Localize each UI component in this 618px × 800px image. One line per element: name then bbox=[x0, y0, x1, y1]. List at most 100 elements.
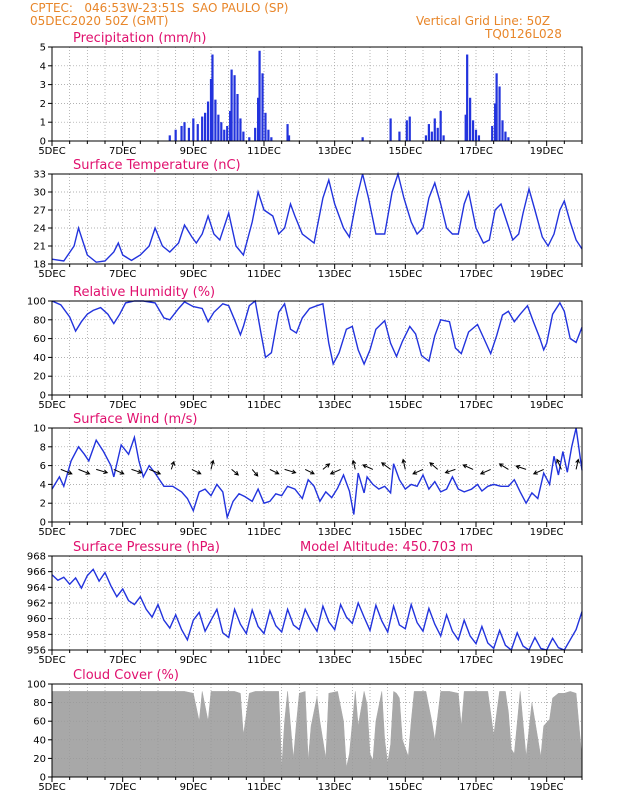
x-tick-label: 7DEC bbox=[109, 527, 136, 538]
x-tick-label: 17DEC bbox=[459, 269, 493, 280]
y-tick-label: 2 bbox=[40, 99, 46, 110]
x-tick-label: 17DEC bbox=[459, 400, 493, 411]
x-tick-label: 9DEC bbox=[180, 269, 207, 280]
x-tick-label: 15DEC bbox=[388, 146, 422, 157]
x-tick-label: 11DEC bbox=[247, 527, 281, 538]
precip-bar bbox=[507, 137, 510, 141]
y-tick-label: 966 bbox=[27, 567, 46, 578]
y-tick-label: 3 bbox=[40, 80, 46, 91]
precip-bar bbox=[267, 129, 270, 141]
wind-arrow bbox=[532, 468, 544, 475]
precip-bar bbox=[408, 116, 411, 141]
series-line bbox=[51, 427, 583, 520]
x-tick-label: 13DEC bbox=[318, 527, 352, 538]
precip-bar bbox=[226, 125, 229, 141]
x-tick-label: 19DEC bbox=[530, 782, 564, 793]
wind-arrow bbox=[329, 468, 341, 475]
x-tick-label: 19DEC bbox=[530, 146, 564, 157]
cloud-cover-area bbox=[51, 690, 583, 778]
x-tick-label: 19DEC bbox=[530, 655, 564, 666]
precip-bar bbox=[398, 131, 401, 141]
y-tick-label: 8 bbox=[40, 442, 46, 453]
precip-bar bbox=[204, 112, 207, 141]
y-tick-label: 5 bbox=[40, 43, 46, 54]
precip-bar bbox=[442, 135, 445, 141]
precip-bar bbox=[466, 54, 469, 141]
panel-title: Surface Pressure (hPa) bbox=[73, 540, 220, 555]
x-tick-label: 5DEC bbox=[38, 269, 65, 280]
x-tick-label: 17DEC bbox=[459, 655, 493, 666]
wind-arrow bbox=[515, 464, 527, 470]
wind-arrow bbox=[149, 468, 162, 475]
precip-bar bbox=[242, 131, 245, 141]
precip-bar bbox=[494, 103, 497, 141]
precip-bar bbox=[424, 135, 428, 141]
precip-bar bbox=[206, 101, 210, 141]
x-tick-label: 5DEC bbox=[38, 655, 65, 666]
precip-bar bbox=[174, 129, 177, 141]
y-tick-label: 0 bbox=[40, 773, 46, 784]
y-tick-label: 80 bbox=[33, 315, 46, 326]
y-tick-label: 21 bbox=[33, 242, 46, 253]
precip-bar bbox=[211, 54, 214, 141]
y-tick-label: 2 bbox=[40, 499, 46, 510]
y-tick-label: 40 bbox=[33, 735, 46, 746]
wind-arrow bbox=[78, 468, 91, 475]
x-tick-label: 7DEC bbox=[109, 269, 136, 280]
precip-bar bbox=[504, 131, 507, 141]
panel-3: 0 20 40 60 80 100 5DEC 7DEC 9DEC 11DEC 13DEC 15DEC 1… bbox=[27, 285, 583, 411]
wind-arrow bbox=[113, 468, 125, 475]
x-tick-label: 9DEC bbox=[180, 527, 207, 538]
x-tick-label: 7DEC bbox=[109, 400, 136, 411]
wind-arrow bbox=[380, 462, 391, 470]
precip-bar bbox=[270, 137, 273, 141]
y-tick-label: 4 bbox=[40, 61, 46, 72]
header-model-code: TQ0126L028 bbox=[485, 27, 562, 41]
y-tick-label: 962 bbox=[27, 599, 46, 610]
precip-bar bbox=[236, 94, 239, 141]
x-tick-label: 7DEC bbox=[109, 655, 136, 666]
x-tick-label: 9DEC bbox=[180, 146, 207, 157]
x-tick-label: 5DEC bbox=[38, 782, 65, 793]
panel-4: 0 2 4 6 8 10 5DEC 7DEC 9DEC 11DEC 13DEC 15DEC 17DEC 1… bbox=[33, 412, 583, 538]
y-tick-label: 27 bbox=[33, 206, 46, 217]
precip-bar bbox=[389, 118, 392, 141]
panel-title: Relative Humidity (%) bbox=[73, 285, 215, 300]
wind-arrow bbox=[401, 458, 407, 470]
x-tick-label: 7DEC bbox=[109, 146, 136, 157]
precip-bar bbox=[498, 86, 501, 141]
x-tick-label: 13DEC bbox=[318, 269, 352, 280]
y-tick-label: 968 bbox=[27, 552, 46, 563]
precip-bar bbox=[257, 97, 260, 141]
precip-bar bbox=[217, 114, 220, 141]
precip-bar bbox=[201, 116, 204, 141]
panel-title: Surface Wind (m/s) bbox=[73, 412, 197, 427]
x-tick-label: 13DEC bbox=[318, 146, 352, 157]
wind-arrow bbox=[556, 458, 562, 470]
wind-arrow bbox=[479, 468, 491, 475]
y-tick-label: 100 bbox=[27, 680, 46, 691]
x-tick-label: 13DEC bbox=[318, 400, 352, 411]
x-tick-label: 11DEC bbox=[247, 400, 281, 411]
x-tick-label: 9DEC bbox=[180, 782, 207, 793]
precip-bar bbox=[254, 127, 257, 141]
precip-bar bbox=[469, 97, 472, 141]
wind-arrow bbox=[170, 460, 176, 470]
precip-bar bbox=[261, 73, 264, 141]
precip-bar bbox=[474, 129, 478, 141]
wind-arrow bbox=[304, 468, 315, 475]
y-tick-label: 958 bbox=[27, 630, 46, 641]
panel-5: 956 958 960 962 964 966 968 5DEC 7DEC 9DEC 11DEC 13… bbox=[27, 540, 583, 666]
x-tick-label: 15DEC bbox=[388, 527, 422, 538]
wind-arrow bbox=[60, 468, 73, 475]
wind-arrow bbox=[412, 468, 424, 475]
x-tick-label: 9DEC bbox=[180, 655, 207, 666]
precip-bar bbox=[477, 135, 481, 141]
y-tick-label: 20 bbox=[33, 372, 46, 383]
wind-arrow bbox=[322, 463, 331, 470]
panel-2: 18 21 24 27 30 33 5DEC 7DEC 9DEC 11DEC 13DEC 15DEC 1… bbox=[33, 158, 583, 280]
wind-arrow bbox=[284, 468, 297, 474]
precip-bar bbox=[264, 112, 267, 141]
panel-1: 0 1 2 3 4 5 5DEC 7DEC 9DEC 11DEC 13DEC 15DEC 17DEC 19… bbox=[38, 31, 583, 157]
